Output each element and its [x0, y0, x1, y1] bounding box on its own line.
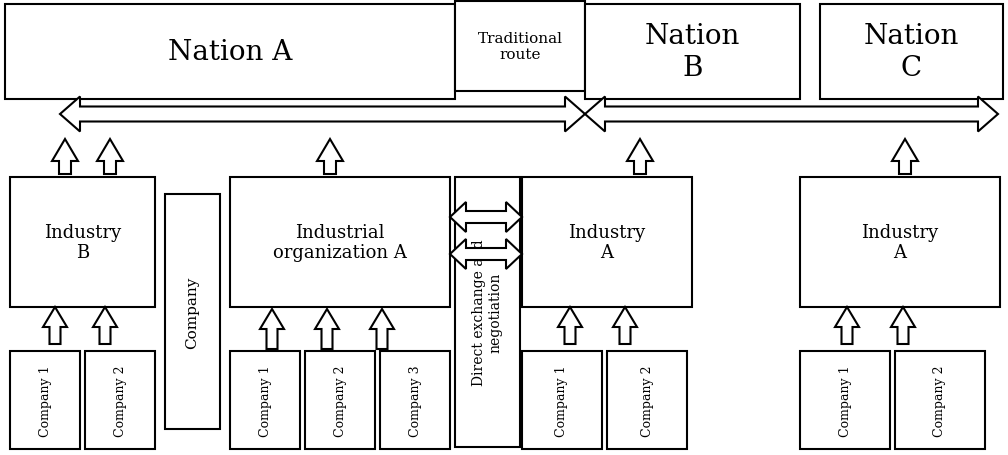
Polygon shape	[558, 307, 582, 344]
Polygon shape	[370, 309, 394, 349]
Bar	[607, 351, 687, 449]
Text: Company 2: Company 2	[933, 364, 947, 436]
Polygon shape	[450, 202, 522, 233]
Text: Nation A: Nation A	[167, 39, 292, 66]
Text: Company 1: Company 1	[258, 364, 271, 436]
Text: Company 2: Company 2	[334, 364, 347, 436]
Polygon shape	[891, 307, 915, 344]
Text: Company 2: Company 2	[640, 364, 653, 436]
Polygon shape	[585, 97, 998, 132]
Bar	[800, 351, 890, 449]
Text: Industry
A: Industry A	[862, 223, 938, 262]
Text: Company 2: Company 2	[114, 364, 126, 436]
Polygon shape	[52, 140, 78, 175]
Bar	[5, 5, 455, 100]
Bar	[455, 177, 520, 447]
Text: Company 1: Company 1	[839, 364, 852, 436]
Bar	[230, 351, 300, 449]
Text: Company: Company	[185, 276, 200, 348]
Polygon shape	[260, 309, 284, 349]
Bar	[522, 351, 602, 449]
Bar	[585, 5, 800, 100]
Text: Nation
B: Nation B	[645, 23, 740, 81]
Polygon shape	[627, 140, 653, 175]
Polygon shape	[613, 307, 637, 344]
Polygon shape	[97, 140, 123, 175]
Bar	[10, 351, 80, 449]
Text: Direct exchange and
negotiation: Direct exchange and negotiation	[473, 239, 503, 385]
Bar	[820, 5, 1003, 100]
Text: Company 1: Company 1	[555, 364, 569, 436]
Polygon shape	[316, 309, 339, 349]
Polygon shape	[892, 140, 918, 175]
Bar	[305, 351, 375, 449]
Bar	[230, 177, 450, 307]
Text: Industry
A: Industry A	[569, 223, 645, 262]
Polygon shape	[43, 307, 67, 344]
Text: Traditional
route: Traditional route	[478, 32, 562, 62]
Polygon shape	[317, 140, 343, 175]
Bar	[380, 351, 450, 449]
Bar	[10, 177, 155, 307]
Text: Industry
B: Industry B	[44, 223, 121, 262]
Text: Nation
C: Nation C	[864, 23, 960, 81]
Bar	[895, 351, 985, 449]
Bar	[455, 2, 585, 92]
Polygon shape	[835, 307, 859, 344]
Text: Industrial
organization A: Industrial organization A	[273, 223, 407, 262]
Bar	[800, 177, 1000, 307]
Polygon shape	[93, 307, 117, 344]
Polygon shape	[450, 239, 522, 269]
Text: Company 1: Company 1	[38, 364, 51, 436]
Polygon shape	[60, 97, 585, 132]
Bar	[522, 177, 692, 307]
Bar	[85, 351, 155, 449]
Text: Company 3: Company 3	[408, 364, 421, 436]
Bar	[165, 195, 220, 429]
